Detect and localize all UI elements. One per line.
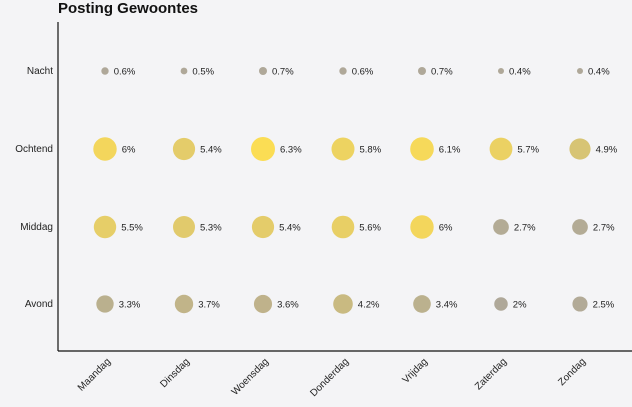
value-label: 0.6% (114, 67, 136, 78)
value-label: 3.7% (198, 300, 220, 311)
value-label: 2.7% (514, 223, 536, 234)
bubble-nacht-maandag[interactable] (101, 67, 109, 75)
bubble-ochtend-zondag[interactable] (569, 138, 591, 160)
bubble-avond-zaterdag[interactable] (494, 297, 508, 311)
bubble-middag-vrijdag[interactable] (410, 215, 434, 239)
bubble-middag-donderdag[interactable] (331, 215, 355, 239)
bubble-ochtend-maandag[interactable] (93, 137, 117, 161)
chart-title: Posting Gewoontes (58, 0, 199, 17)
bubble-avond-donderdag[interactable] (333, 294, 353, 314)
value-label: 6% (122, 145, 136, 156)
bubble-ochtend-woensdag[interactable] (251, 137, 275, 161)
column-label-donderdag: Donderdag (308, 356, 351, 399)
value-label: 0.4% (588, 67, 610, 78)
value-label: 3.3% (119, 300, 141, 311)
value-label: 5.3% (200, 223, 222, 234)
bubble-avond-woensdag[interactable] (253, 294, 273, 314)
bubble-avond-vrijdag[interactable] (413, 295, 431, 313)
value-label: 6.3% (280, 145, 302, 156)
bubble-nacht-woensdag[interactable] (259, 67, 267, 75)
value-label: 2.7% (593, 223, 615, 234)
value-label: 0.6% (352, 67, 374, 78)
value-label: 5.7% (517, 145, 539, 156)
value-label: 5.8% (360, 145, 382, 156)
column-label-woensdag: Woensdag (230, 356, 271, 397)
bubble-ochtend-vrijdag[interactable] (410, 137, 434, 161)
value-label: 0.4% (509, 67, 531, 78)
bubble-ochtend-dinsdag[interactable] (172, 137, 196, 161)
bubble-nacht-zaterdag[interactable] (497, 67, 505, 75)
bubble-ochtend-zaterdag[interactable] (489, 137, 513, 161)
bubble-avond-maandag[interactable] (96, 295, 114, 313)
bubble-nacht-zondag[interactable] (576, 67, 584, 75)
value-label: 5.6% (359, 223, 381, 234)
bubble-nacht-vrijdag[interactable] (418, 67, 426, 75)
column-label-dinsdag: Dinsdag (158, 356, 192, 390)
bubble-nacht-donderdag[interactable] (339, 67, 347, 75)
value-label: 0.7% (272, 67, 294, 78)
row-label-ochtend: Ochtend (15, 144, 53, 155)
bubble-middag-zaterdag[interactable] (493, 219, 509, 235)
column-label-maandag: Maandag (76, 356, 113, 393)
row-label-middag: Middag (20, 222, 53, 233)
column-label-zaterdag: Zaterdag (473, 356, 509, 392)
bubble-avond-zondag[interactable] (572, 296, 588, 312)
bubble-nacht-dinsdag[interactable] (180, 67, 188, 75)
bubble-middag-woensdag[interactable] (251, 215, 275, 239)
value-label: 4.2% (358, 300, 380, 311)
row-label-avond: Avond (25, 299, 53, 310)
value-label: 5.4% (200, 145, 222, 156)
value-label: 2.5% (593, 300, 615, 311)
bubble-middag-maandag[interactable] (93, 215, 117, 239)
value-label: 2% (513, 300, 527, 311)
value-label: 3.4% (436, 300, 458, 311)
value-label: 3.6% (277, 300, 299, 311)
value-label: 0.7% (431, 67, 453, 78)
value-label: 0.5% (192, 67, 214, 78)
column-label-vrijdag: Vrijdag (401, 356, 431, 386)
bubble-middag-dinsdag[interactable] (172, 215, 196, 239)
row-label-nacht: Nacht (27, 66, 53, 77)
bubble-avond-dinsdag[interactable] (174, 294, 194, 314)
value-label: 5.4% (279, 223, 301, 234)
bubble-ochtend-donderdag[interactable] (331, 137, 355, 161)
value-label: 6.1% (439, 145, 461, 156)
value-label: 6% (439, 223, 453, 234)
bubble-middag-zondag[interactable] (572, 219, 588, 235)
value-label: 5.5% (121, 223, 143, 234)
column-label-zondag: Zondag (556, 356, 588, 388)
value-label: 4.9% (596, 145, 618, 156)
